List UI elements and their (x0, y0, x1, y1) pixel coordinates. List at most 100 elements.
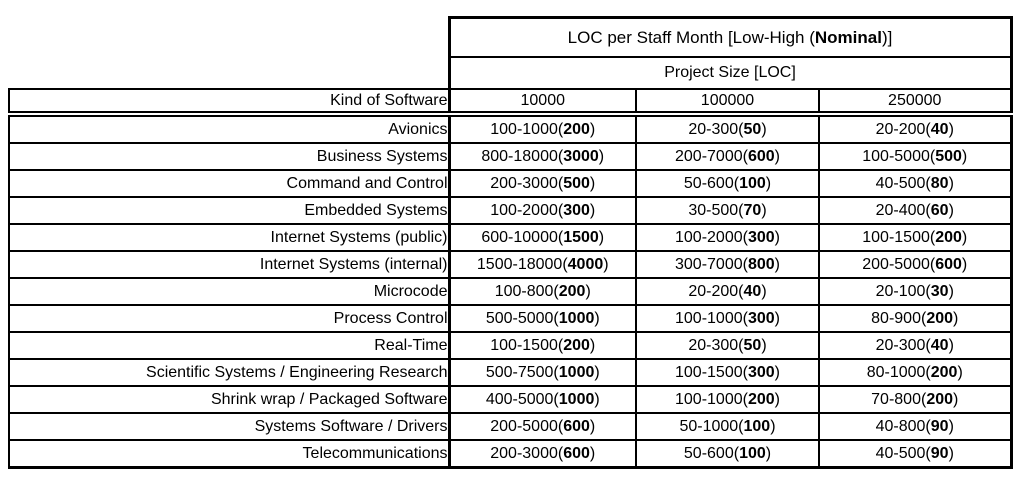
loc-range-cell: 600-10000(1500) (447, 223, 637, 252)
size-header-100000: 100000 (635, 88, 820, 117)
loc-range-cell: 20-300(50) (635, 113, 820, 144)
nominal-value: 600 (563, 417, 590, 435)
nominal-value: 600 (563, 444, 590, 462)
nominal-value: 100 (739, 174, 766, 192)
loc-range-cell: 40-800(90) (818, 412, 1013, 441)
table-row: Real-Time 100-1500(200) 20-300(50) 20-300(4… (8, 331, 1013, 360)
kind-of-software-cell: Microcode (8, 278, 449, 306)
nominal-value: 100 (743, 417, 771, 435)
loc-range-cell: 100-1000(200) (447, 113, 637, 144)
loc-range-cell: 200-3000(500) (447, 169, 637, 198)
nominal-value: 30 (930, 282, 949, 300)
nominal-value: 4000 (567, 255, 604, 273)
blank-corner (9, 17, 449, 57)
nominal-value: 300 (747, 363, 775, 381)
nominal-value: 90 (930, 417, 949, 435)
loc-range-cell: 20-300(50) (635, 331, 820, 360)
nominal-value: 40 (930, 120, 949, 138)
loc-range-cell: 100-1000(200) (635, 385, 820, 414)
subtitle-row: Project Size [LOC] (9, 57, 1013, 90)
loc-range-cell: 200-5000(600) (447, 412, 637, 441)
table-row: Internet Systems (internal) 1500-18000(40… (8, 250, 1013, 279)
loc-range-cell: 500-7500(1000) (447, 358, 637, 387)
nominal-value: 200 (926, 309, 954, 327)
loc-range-cell: 50-600(100) (635, 439, 820, 469)
loc-range-cell: 40-500(90) (818, 439, 1013, 469)
loc-range-cell: 100-5000(500) (818, 142, 1013, 171)
nominal-value: 300 (563, 201, 590, 219)
loc-range-cell: 20-300(40) (818, 331, 1013, 360)
nominal-value: 600 (935, 255, 962, 273)
loc-range-cell: 50-600(100) (635, 169, 820, 198)
loc-range-cell: 30-500(70) (635, 196, 820, 225)
loc-range-cell: 70-800(200) (818, 385, 1013, 414)
table-row: Embedded Systems 100-2000(300) 30-500(70) 2… (8, 196, 1013, 225)
loc-productivity-table-page: LOC per Staff Month [Low-High (Nominal)]… (8, 16, 1013, 469)
loc-range-cell: 100-2000(300) (635, 223, 820, 252)
kind-of-software-cell: Internet Systems (internal) (8, 251, 449, 279)
nominal-value: 200 (926, 390, 954, 408)
nominal-value: 1500 (563, 228, 599, 246)
nominal-value: 1000 (558, 363, 595, 381)
loc-range-cell: 500-5000(1000) (447, 304, 637, 333)
table-body: Avionics 100-1000(200) 20-300(50) 20-200(40… (8, 113, 1013, 469)
nominal-value: 200 (930, 363, 958, 381)
table-row: Scientific Systems / Engineering Researc… (8, 358, 1013, 387)
table-header: LOC per Staff Month [Low-High (Nominal)]… (8, 16, 1013, 117)
loc-range-cell: 50-1000(100) (635, 412, 820, 441)
loc-range-cell: 100-1500(200) (818, 223, 1013, 252)
nominal-value: 1000 (558, 390, 595, 408)
table-row: Business Systems 800-18000(3000) 200-7000(… (8, 142, 1013, 171)
nominal-value: 200 (558, 282, 586, 300)
loc-range-cell: 300-7000(800) (635, 250, 820, 279)
nominal-value: 70 (743, 201, 762, 219)
size-header-250000: 250000 (818, 88, 1013, 117)
loc-range-cell: 100-800(200) (447, 277, 637, 306)
table-row: Shrink wrap / Packaged Software 400-5000(… (8, 385, 1013, 414)
kind-of-software-cell: Process Control (8, 305, 449, 333)
nominal-value: 100 (739, 444, 766, 462)
loc-range-cell: 100-2000(300) (447, 196, 637, 225)
kind-of-software-cell: Embedded Systems (8, 197, 449, 225)
kind-of-software-cell: Scientific Systems / Engineering Researc… (8, 359, 449, 387)
loc-range-cell: 20-200(40) (818, 113, 1013, 144)
blank-corner (9, 57, 449, 89)
loc-range-cell: 40-500(80) (818, 169, 1013, 198)
title-bold-nominal: Nominal (814, 27, 882, 47)
kind-of-software-cell: Command and Control (8, 170, 449, 198)
table-row: Process Control 500-5000(1000) 100-1000(30… (8, 304, 1013, 333)
loc-range-cell: 200-3000(600) (447, 439, 637, 469)
table-row: Command and Control 200-3000(500) 50-600(1… (8, 169, 1013, 198)
nominal-value: 500 (563, 174, 590, 192)
nominal-value: 80 (930, 174, 949, 192)
loc-range-cell: 800-18000(3000) (447, 142, 637, 171)
nominal-value: 1000 (558, 309, 595, 327)
nominal-value: 50 (743, 120, 762, 138)
table-row: Telecommunications 200-3000(600) 50-600(10… (8, 439, 1013, 469)
table-row: Systems Software / Drivers 200-5000(600) 5… (8, 412, 1013, 441)
loc-range-cell: 400-5000(1000) (447, 385, 637, 414)
nominal-value: 300 (747, 309, 775, 327)
kind-of-software-header: Kind of Software (8, 88, 449, 117)
nominal-value: 200 (563, 336, 590, 354)
kind-of-software-cell: Systems Software / Drivers (8, 413, 449, 441)
nominal-value: 40 (930, 336, 949, 354)
loc-range-cell: 20-100(30) (818, 277, 1013, 306)
table-row: Microcode 100-800(200) 20-200(40) 20-100(30… (8, 277, 1013, 306)
nominal-value: 600 (747, 147, 775, 165)
column-header-row: Kind of Software 10000 100000 250000 (8, 88, 1013, 117)
size-header-10000: 10000 (447, 88, 637, 117)
kind-of-software-cell: Internet Systems (public) (8, 224, 449, 252)
loc-range-cell: 80-900(200) (818, 304, 1013, 333)
loc-range-cell: 100-1000(300) (635, 304, 820, 333)
nominal-value: 500 (935, 147, 962, 165)
loc-per-staff-month-table: LOC per Staff Month [Low-High (Nominal)]… (8, 16, 1013, 469)
nominal-value: 300 (747, 228, 775, 246)
loc-range-cell: 100-1500(200) (447, 331, 637, 360)
loc-range-cell: 20-400(60) (818, 196, 1013, 225)
title-prefix: LOC per Staff Month [Low-High ( (567, 27, 815, 47)
kind-of-software-cell: Telecommunications (8, 440, 449, 469)
kind-of-software-cell: Business Systems (8, 143, 449, 171)
loc-range-cell: 200-5000(600) (818, 250, 1013, 279)
table-row: Avionics 100-1000(200) 20-300(50) 20-200(40… (8, 113, 1013, 144)
